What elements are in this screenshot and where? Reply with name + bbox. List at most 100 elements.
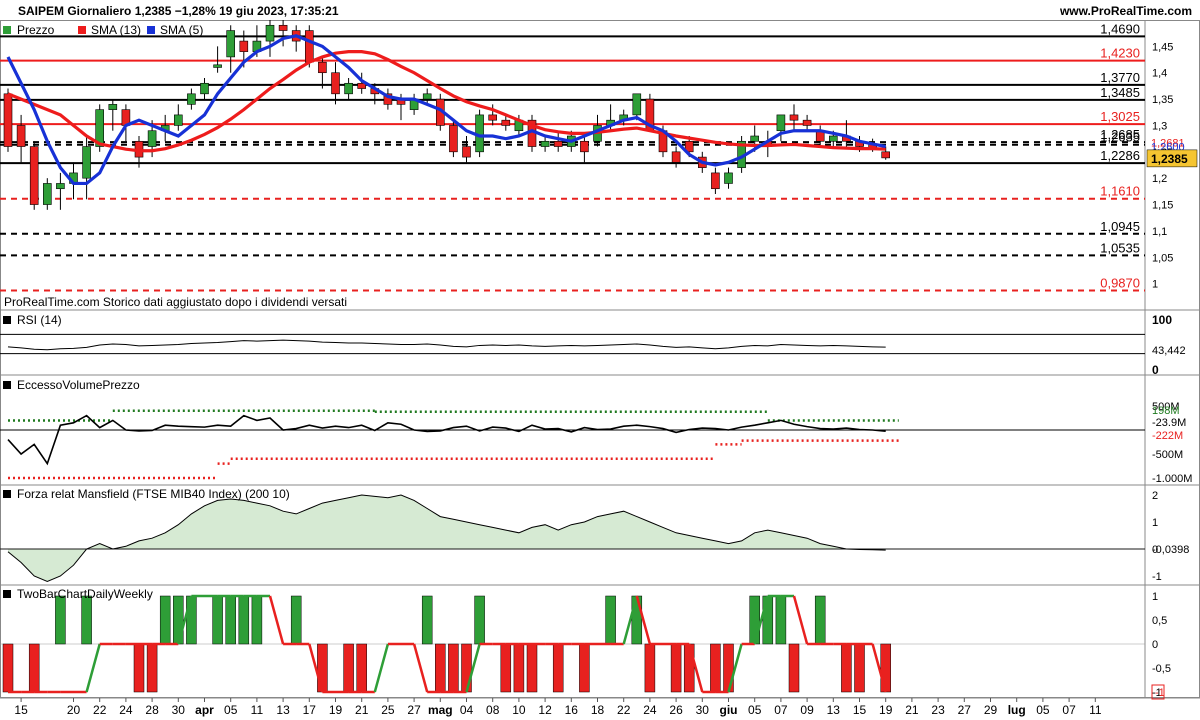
twobar-daily-bar — [448, 643, 459, 693]
twobar-daily-bar — [513, 643, 525, 693]
candle-body — [540, 140, 550, 147]
twobar-daily-bar — [500, 643, 512, 693]
candle-body — [265, 24, 275, 42]
twobar-daily-bar — [854, 643, 865, 693]
twobar-daily-bar — [526, 643, 538, 693]
candle-body — [724, 172, 733, 184]
candle-body — [200, 82, 209, 95]
twobar-weekly-segment — [622, 595, 639, 645]
volume-last-value: -23.9M — [1152, 417, 1186, 429]
candle-body — [580, 140, 589, 153]
time-tick-label: 09 — [800, 703, 814, 717]
twobar-weekly-segment — [465, 643, 481, 693]
time-tick-label: 19 — [329, 703, 343, 717]
candle-body — [422, 93, 432, 100]
twobar-tick-label: 1 — [1152, 591, 1158, 603]
time-tick-label: 25 — [381, 703, 395, 717]
mansfield-last-value: -0,0398 — [1152, 544, 1189, 556]
mansfield-legend-marker — [3, 490, 11, 498]
time-tick-label: 24 — [643, 703, 657, 717]
candle-body — [881, 151, 891, 159]
candle-body — [357, 82, 367, 89]
price-tick-label: 1 — [1152, 279, 1158, 291]
twobar-tick-label: 0 — [1152, 639, 1158, 651]
level-label: 1,4690 — [1100, 21, 1140, 36]
twobar-daily-bar — [841, 643, 852, 693]
candle-body — [16, 125, 26, 147]
price-tick-label: 1,35 — [1152, 94, 1173, 106]
mansfield-tick-label: -1 — [1152, 571, 1162, 583]
site-link[interactable]: www.ProRealTime.com — [1059, 4, 1192, 18]
mansfield-tick-label: 0 — [1152, 544, 1158, 556]
time-tick-label: 10 — [512, 703, 526, 717]
time-tick-label: 08 — [486, 703, 500, 717]
sma5-legend-marker — [147, 26, 155, 34]
time-tick-label: 07 — [774, 703, 788, 717]
candle-body — [632, 93, 642, 116]
time-tick-label: 05 — [748, 703, 762, 717]
time-tick-label: 24 — [119, 703, 133, 717]
candle-body — [278, 24, 288, 31]
twobar-daily-bar — [788, 643, 800, 693]
time-tick-label: lug — [1008, 703, 1026, 717]
time-tick-label: 11 — [251, 703, 264, 717]
rsi-tick-label: 0 — [1152, 363, 1159, 377]
rsi-last-value: 43,442 — [1152, 345, 1186, 357]
price-legend-label: Prezzo — [17, 23, 55, 37]
volume-legend-marker — [3, 381, 11, 389]
candle-body — [82, 146, 91, 179]
time-tick-label: 05 — [1036, 703, 1050, 717]
twobar-daily-bar — [435, 643, 446, 693]
time-tick-label: 21 — [355, 703, 369, 717]
price-tick-label: 1,1 — [1152, 226, 1167, 238]
twobar-daily-bar — [670, 643, 682, 693]
twobar-daily-bar — [28, 643, 40, 693]
time-tick-label: 11 — [1089, 703, 1102, 717]
twobar-daily-bar — [343, 643, 354, 693]
twobar-tick-label: -0,5 — [1152, 663, 1171, 675]
time-tick-label: 21 — [905, 703, 919, 717]
twobar-daily-bar — [880, 643, 891, 693]
lower-band-value: -222M — [1152, 430, 1183, 442]
candle-body — [553, 140, 563, 147]
twobar-daily-bar — [749, 595, 760, 645]
time-tick-label: 15 — [853, 703, 867, 717]
twobar-daily-bar — [421, 595, 433, 645]
time-tick-label: giu — [720, 703, 738, 717]
twobar-daily-bar — [159, 595, 171, 645]
candle-body — [147, 130, 157, 147]
twobar-tick-label: -1 — [1152, 687, 1162, 699]
twobar-daily-bar — [238, 595, 250, 645]
twobar-weekly-segment — [727, 643, 743, 693]
level-label: 1,3485 — [1100, 85, 1140, 100]
twobar-weekly-segment — [871, 643, 887, 693]
candle-body — [383, 93, 393, 105]
candle-body — [462, 146, 471, 158]
time-tick-label: 29 — [984, 703, 998, 717]
candle-body — [750, 135, 760, 142]
candle-body — [29, 146, 39, 205]
time-tick-label: mag — [428, 703, 453, 717]
candle-body — [488, 114, 498, 121]
mansfield-line — [7, 494, 886, 582]
twobar-weekly-segment — [177, 595, 193, 645]
time-tick-label: 22 — [93, 703, 107, 717]
candle-body — [671, 151, 681, 163]
volume-legend-label: EccessoVolumePrezzo — [17, 378, 140, 392]
twobar-daily-bar — [814, 595, 826, 645]
rsi-legend-marker — [3, 316, 11, 324]
twobar-weekly-segment — [85, 643, 101, 693]
level-label: 1,2635 — [1100, 130, 1140, 145]
candle-body — [304, 30, 314, 63]
time-tick-label: 17 — [303, 703, 317, 717]
twobar-daily-bar — [81, 595, 92, 645]
price-tick-label: 1,45 — [1152, 41, 1173, 53]
candle-body — [42, 183, 52, 205]
time-tick-label: 05 — [224, 703, 238, 717]
volume-line — [7, 414, 886, 466]
twobar-weekly-segment — [792, 595, 809, 645]
rsi-tick-label: 100 — [1152, 313, 1172, 327]
twobar-weekly-segment — [753, 595, 770, 645]
twobar-weekly-segment — [687, 643, 704, 693]
